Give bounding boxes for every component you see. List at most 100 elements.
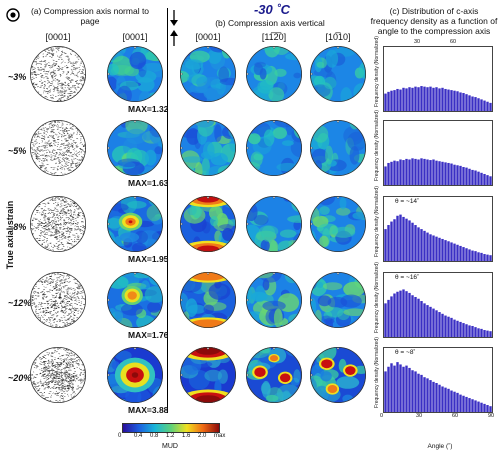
histogram-bar — [474, 400, 477, 412]
stereonet-b0-row4 — [180, 347, 236, 403]
histogram-bar — [456, 165, 459, 185]
histogram-bar — [483, 403, 486, 412]
histogram-bar — [444, 387, 447, 412]
histogram-bar — [471, 169, 474, 185]
histogram-ylabel: Frequency density (Normalized) — [374, 337, 380, 408]
colorbar-label: MUD — [162, 443, 178, 450]
histogram-bottom-tick: 90 — [488, 413, 495, 419]
histogram-bar — [417, 87, 420, 111]
histogram-bar — [417, 298, 420, 337]
histogram-bar — [468, 398, 471, 412]
histogram-bar — [453, 90, 456, 111]
max-label: MAX=1.95 — [128, 254, 169, 264]
histogram-bar — [411, 87, 414, 111]
histogram-bar — [462, 247, 465, 261]
histogram-bar — [477, 98, 480, 111]
histogram-bar — [438, 161, 441, 185]
strain-label: ~20% — [8, 373, 32, 383]
histogram-bar — [441, 87, 444, 111]
histogram-bar — [429, 160, 432, 185]
histogram-bar — [399, 364, 402, 412]
histogram-bar — [411, 158, 414, 185]
histogram-bar — [435, 87, 438, 111]
histogram-bar — [459, 394, 462, 412]
histogram-bar — [408, 367, 411, 412]
histogram-bar — [462, 167, 465, 185]
strain-label: ~3% — [8, 72, 27, 82]
histogram-bar — [489, 255, 492, 261]
colorbar-tick: 0 — [118, 433, 122, 439]
histogram-bar — [444, 240, 447, 261]
strain-label: ~8% — [8, 222, 27, 232]
histogram-bar — [474, 327, 477, 337]
stereonet-b2-row3 — [310, 272, 366, 328]
theta-annotation: θ = ~16˚ — [395, 274, 420, 281]
histogram-bar — [462, 93, 465, 111]
histogram-bar — [405, 218, 408, 261]
histogram-bar — [393, 90, 396, 111]
histogram-bar — [477, 401, 480, 412]
histogram-bar — [447, 388, 450, 412]
stereonet-0001-normal-row2 — [107, 196, 163, 252]
histogram-ylabel: Frequency density (Normalized) — [374, 110, 380, 181]
stereonet-b1-row0 — [246, 46, 302, 102]
theta-annotation: θ = ~14˚ — [395, 198, 420, 205]
histogram-bar — [393, 160, 396, 185]
histogram-bar — [414, 225, 417, 261]
histogram-bar — [456, 244, 459, 261]
histogram-bar — [402, 289, 405, 337]
histogram-panel — [383, 272, 493, 338]
histogram-bar — [480, 172, 483, 185]
column-label-3: [11̅2̅0] — [261, 32, 287, 42]
histogram-bar — [453, 164, 456, 185]
histogram-bar — [387, 225, 390, 261]
histogram-bar — [450, 242, 453, 261]
histogram-bar — [399, 214, 402, 261]
histogram-ylabel: Frequency density (Normalized) — [374, 36, 380, 107]
histogram-bar — [462, 323, 465, 337]
max-label: MAX=1.32 — [128, 104, 169, 114]
histogram-bar — [429, 306, 432, 337]
histogram-xlabel: Angle (˚) — [427, 443, 453, 450]
histogram-bar — [390, 296, 393, 337]
histogram-top-tick: 60 — [450, 39, 457, 45]
histogram-bar — [417, 227, 420, 261]
y-axis-label: True axial strain — [5, 200, 15, 270]
colorbar — [122, 423, 220, 433]
max-label: MAX=1.76 — [128, 330, 169, 340]
stereonet-b1-row4 — [246, 347, 302, 403]
histogram-bar — [432, 87, 435, 111]
histogram-bar — [468, 249, 471, 261]
histogram-bar — [483, 173, 486, 185]
dot-circle-icon — [6, 8, 20, 22]
histogram-bar — [438, 384, 441, 412]
histogram-bottom-tick: 30 — [416, 413, 423, 419]
histogram-bar — [417, 159, 420, 185]
histogram-bar — [399, 290, 402, 337]
strain-label: ~5% — [8, 146, 27, 156]
colorbar-tick: 0.4 — [134, 433, 143, 439]
histogram-bar — [465, 167, 468, 185]
stereonet-b0-row1 — [180, 120, 236, 176]
colorbar-tick: 1.2 — [166, 433, 175, 439]
histogram-bar — [405, 365, 408, 412]
temperature-title: -30 ˚C — [253, 2, 291, 17]
histogram-bar — [489, 176, 492, 185]
histogram-bar — [465, 396, 468, 412]
stereonet-a-row1 — [30, 120, 86, 176]
histogram-bar — [468, 95, 471, 111]
orientation-symbol — [6, 8, 20, 22]
histogram-bar — [414, 86, 417, 111]
histogram-bar — [396, 215, 399, 261]
stereonet-a-row4 — [30, 347, 86, 403]
histogram-bar — [471, 399, 474, 412]
histogram-bar — [411, 295, 414, 337]
histogram-bar — [486, 330, 489, 337]
histogram-bar — [456, 320, 459, 337]
histogram-bar — [408, 159, 411, 185]
histogram-bar — [390, 90, 393, 111]
histogram-bar — [405, 158, 408, 185]
histogram-bar — [450, 163, 453, 185]
histogram-bar — [423, 158, 426, 185]
histogram-bar — [459, 165, 462, 185]
